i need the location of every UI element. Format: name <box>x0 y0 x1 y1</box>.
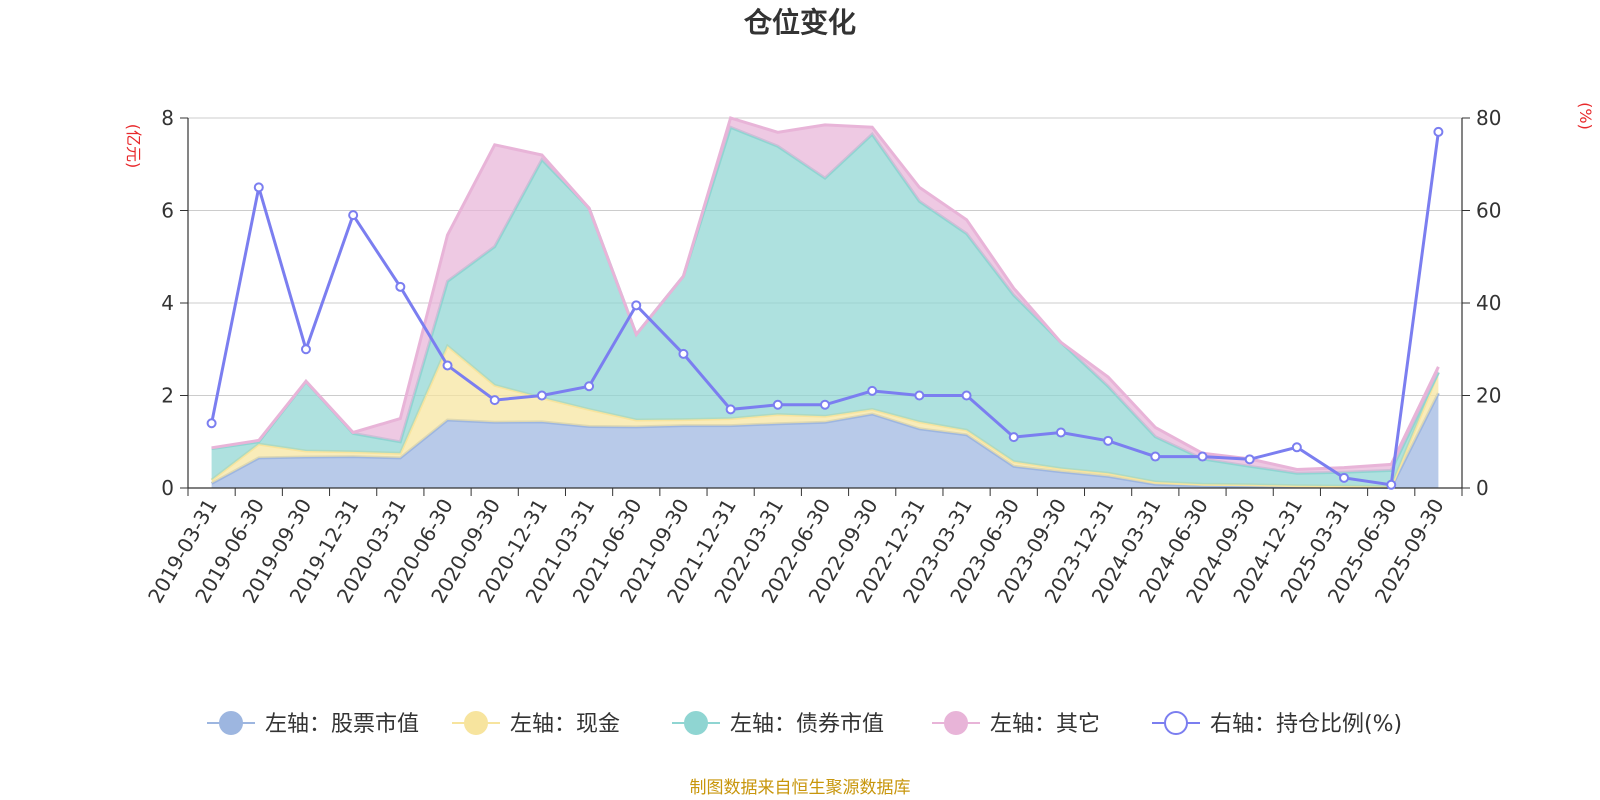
ratio-point <box>206 418 217 429</box>
ratio-point <box>1339 472 1350 483</box>
source-note: 制图数据来自恒生聚源数据库 <box>690 778 911 798</box>
left-tick-label: 8 <box>161 106 174 130</box>
legend-swatch <box>219 711 243 735</box>
left-tick-label: 6 <box>161 199 174 223</box>
ratio-point <box>1197 451 1208 462</box>
ratio-point <box>1386 479 1397 490</box>
legend-label: 左轴：债券市值 <box>730 712 884 737</box>
legend-swatch <box>1164 711 1188 735</box>
area-左轴：债券市值 <box>211 127 1439 487</box>
ratio-point <box>395 281 406 292</box>
ratio-point <box>584 381 595 392</box>
right-tick-label: 40 <box>1476 291 1501 315</box>
ratio-point <box>489 395 500 406</box>
legend-label: 左轴：股票市值 <box>265 712 419 737</box>
chart-title: 仓位变化 <box>744 6 856 39</box>
legend-swatch <box>684 711 708 735</box>
ratio-point <box>1055 427 1066 438</box>
ratio-point <box>300 344 311 355</box>
left-tick-label: 4 <box>161 291 174 315</box>
ratio-point <box>678 348 689 359</box>
ratio-point <box>867 385 878 396</box>
ratio-point <box>1244 454 1255 465</box>
right-tick-label: 60 <box>1476 199 1501 223</box>
right-axis-unit: (%) <box>1576 102 1595 130</box>
legend-swatch <box>944 711 968 735</box>
right-tick-label: 80 <box>1476 106 1501 130</box>
legend-label: 左轴：现金 <box>510 712 620 737</box>
ratio-point <box>1008 432 1019 443</box>
ratio-point <box>961 390 972 401</box>
ratio-point <box>1103 435 1114 446</box>
left-tick-label: 2 <box>161 384 174 408</box>
ratio-point <box>820 399 830 410</box>
ratio-point <box>348 210 359 221</box>
ratio-point <box>1150 451 1161 462</box>
ratio-point <box>1291 442 1302 453</box>
area-左轴：股票市值 <box>211 393 1439 488</box>
right-tick-label: 20 <box>1476 384 1501 408</box>
ratio-line-layer <box>206 126 1444 490</box>
ratio-point <box>442 360 453 371</box>
legend-label: 左轴：其它 <box>990 712 1100 737</box>
ratio-point <box>631 300 642 311</box>
ratio-point <box>725 404 736 415</box>
left-tick-label: 0 <box>161 476 174 500</box>
ratio-point <box>253 182 264 193</box>
ratio-point <box>914 390 925 401</box>
legend-label: 右轴：持仓比例(%) <box>1210 712 1402 737</box>
stacked-areas <box>210 116 1440 490</box>
ratio-point <box>536 390 547 401</box>
legend: 左轴：股票市值 左轴：现金 左轴：债券市值 左轴：其它 右轴：持仓比例(%) <box>207 711 1402 737</box>
ratio-point <box>772 399 783 410</box>
left-axis-unit: (亿元) <box>124 124 143 169</box>
right-tick-label: 0 <box>1476 476 1489 500</box>
legend-swatch <box>464 711 488 735</box>
ratio-point <box>1433 126 1444 137</box>
